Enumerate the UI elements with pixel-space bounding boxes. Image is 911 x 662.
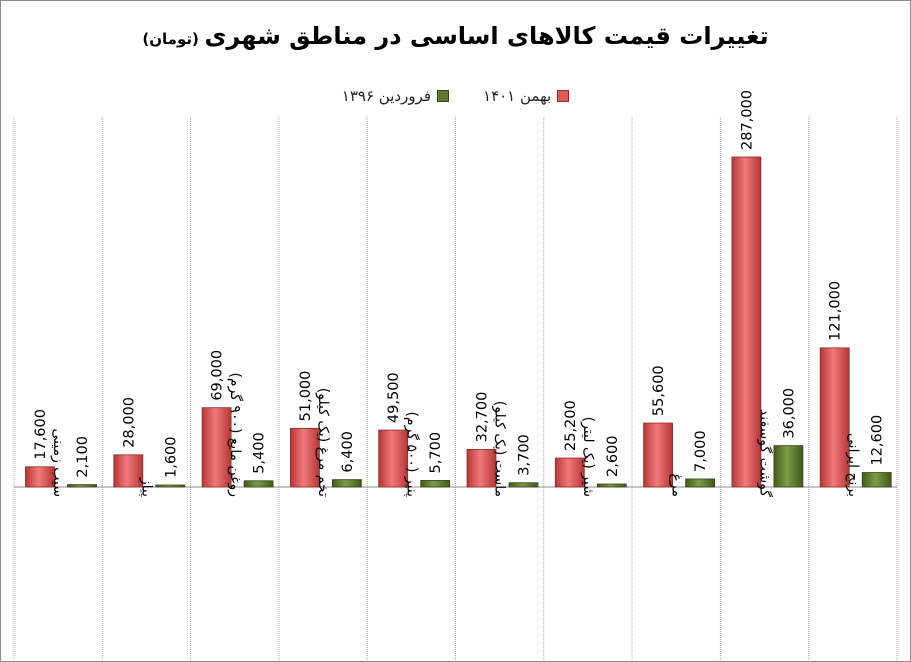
bar-bahman-1401 [201, 407, 232, 488]
category-label: پیاز [138, 477, 154, 497]
category-label: سیب زمینی [50, 428, 66, 497]
bars-group [25, 156, 892, 488]
category-label: مرغ [668, 473, 684, 497]
value-label: 28,000 [121, 397, 137, 448]
value-label: 7,000 [693, 430, 709, 472]
bar-bahman-1401 [643, 422, 673, 488]
legend-item-farvardin-1396: فروردین ۱۳۹۶ [341, 87, 450, 105]
value-label: 1,600 [163, 436, 179, 478]
value-label: 5,400 [252, 432, 268, 474]
bar-farvardin-1396 [508, 482, 539, 488]
value-label: 121,000 [828, 281, 844, 341]
category-label: شیر (یک لیتر) [580, 417, 596, 497]
value-label: 49,500 [386, 372, 402, 423]
chart-subtitle: (تومان) [142, 30, 199, 48]
value-label: 3,700 [517, 434, 533, 476]
legend-swatch-green [437, 90, 450, 102]
bar-farvardin-1396 [773, 445, 804, 488]
value-label: 2,600 [605, 435, 621, 477]
category-label: تخم مرغ (یک کیلو) [315, 388, 331, 497]
bar-farvardin-1396 [243, 480, 274, 488]
bar-bahman-1401 [289, 427, 320, 488]
legend-label-bahman-1401: بهمن ۱۴۰۱ [483, 87, 552, 105]
category-label: برنج ایرانی [845, 433, 861, 497]
value-label: 36,000 [781, 388, 797, 439]
value-label: 55,600 [651, 365, 667, 416]
value-label: 2,100 [75, 436, 91, 478]
value-labels-group: 17,600 2,100 28,000 1,600 69,000 5,400 51,000 6… [33, 90, 886, 478]
value-label: 32,700 [475, 392, 491, 443]
bar-bahman-1401 [25, 466, 55, 488]
bar-farvardin-1396 [67, 484, 97, 488]
chart-legend: بهمن ۱۴۰۱ فروردین ۱۳۹۶ [0, 86, 911, 106]
chart-title: تغییرات قیمت کالاهای اساسی در مناطق شهری [204, 22, 769, 50]
bar-farvardin-1396 [155, 484, 186, 488]
bar-bahman-1401 [731, 156, 762, 488]
value-label: 25,200 [563, 400, 579, 451]
bar-farvardin-1396 [596, 483, 627, 488]
value-label: 69,000 [210, 350, 226, 401]
bar-bahman-1401 [466, 449, 497, 488]
category-label: پنیر (۵۰۰ گرم) [403, 411, 420, 497]
category-labels-group: سیب زمینی پیاز روغن مایع (۹۰۰ گرم) تخم مرغ … [50, 372, 861, 497]
value-label: 6,400 [340, 431, 356, 473]
category-label: روغن مایع (۹۰۰ گرم) [227, 372, 244, 497]
legend-item-bahman-1401: بهمن ۱۴۰۱ [483, 87, 570, 105]
value-label: 17,600 [33, 409, 49, 460]
legend-label-farvardin-1396: فروردین ۱۳۹۶ [341, 87, 432, 105]
value-label: 12,600 [870, 415, 886, 466]
bar-farvardin-1396 [331, 479, 362, 488]
value-label: 287,000 [739, 90, 755, 150]
bar-bahman-1401 [819, 347, 850, 488]
category-dividers [13, 117, 898, 660]
value-label: 51,000 [298, 371, 314, 422]
category-label: ماست (یک کیلو) [492, 401, 508, 497]
category-label: گوشت گوسفند [757, 409, 774, 497]
chart-title-block: تغییرات قیمت کالاهای اساسی در مناطق شهری… [0, 22, 911, 50]
bar-bahman-1401 [113, 454, 144, 488]
bar-bahman-1401 [554, 457, 585, 488]
bar-farvardin-1396 [861, 472, 892, 488]
value-label: 5,700 [428, 432, 444, 474]
bar-bahman-1401 [378, 429, 409, 488]
bar-farvardin-1396 [420, 480, 451, 488]
bar-farvardin-1396 [685, 478, 715, 488]
legend-swatch-red [557, 90, 570, 102]
